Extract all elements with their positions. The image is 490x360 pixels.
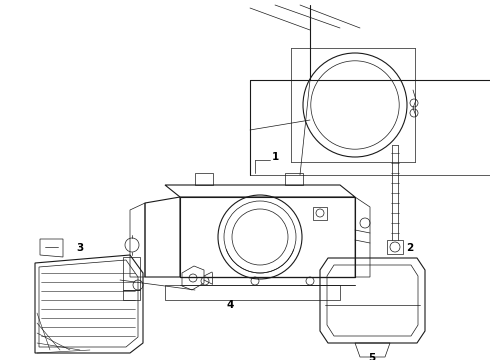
Text: 4: 4: [226, 300, 234, 310]
Text: 3: 3: [76, 243, 84, 253]
Text: 5: 5: [368, 353, 376, 360]
Text: 1: 1: [271, 152, 279, 162]
Text: 2: 2: [406, 243, 414, 253]
